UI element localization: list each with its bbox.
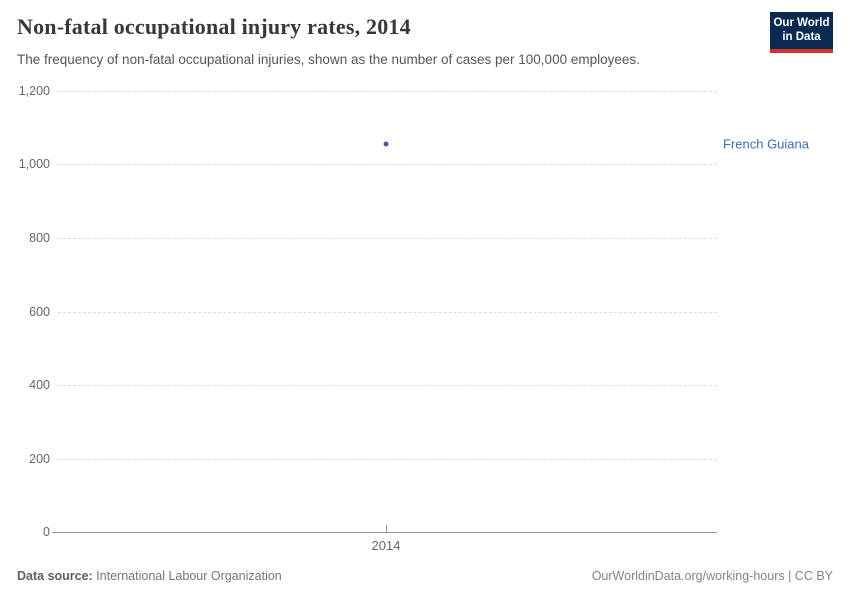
page-title: Non-fatal occupational injury rates, 201…: [17, 14, 411, 39]
gridline: [58, 458, 717, 460]
gridline: [58, 164, 717, 166]
gridline: [58, 237, 717, 239]
gridline: [58, 384, 717, 386]
y-axis-tick-label: 1,200: [18, 84, 50, 98]
y-axis-tick-label: 200: [29, 451, 50, 466]
gridline: [58, 91, 717, 92]
x-axis-tick-label: 2014: [371, 538, 401, 553]
y-axis-tick-label: 800: [29, 230, 50, 245]
gridline: [58, 311, 717, 313]
y-axis-tick-label: 1,000: [18, 157, 50, 172]
y-axis-labels: 0 200 400 600 800 1,000 1,200: [0, 84, 50, 539]
data-source-value: International Labour Organization: [92, 569, 282, 583]
plot-area: [52, 91, 717, 533]
y-axis-tick-label: 400: [29, 377, 50, 392]
y-axis-tick-label: 0: [43, 525, 50, 539]
x-axis-line: [52, 532, 717, 533]
entity-label[interactable]: French Guiana: [723, 136, 809, 152]
data-point[interactable]: [383, 141, 389, 147]
chart-subtitle: The frequency of non-fatal occupational …: [17, 52, 640, 67]
owid-logo-line2: in Data: [782, 30, 821, 43]
y-axis-tick-label: 600: [29, 304, 50, 319]
owid-logo-line1: Our World: [773, 16, 830, 29]
data-source-note: Data source: International Labour Organi…: [17, 569, 282, 583]
footer-link[interactable]: OurWorldinData.org/working-hours | CC BY: [591, 569, 833, 583]
owid-logo[interactable]: Our World in Data: [770, 12, 833, 53]
x-axis-tick: [386, 525, 387, 532]
data-source-label: Data source:: [17, 569, 93, 583]
